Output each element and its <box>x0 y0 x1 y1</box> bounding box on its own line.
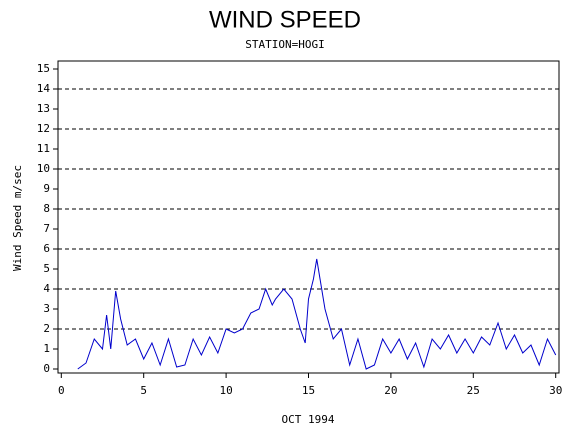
y-axis-label: Wind Speed m/sec <box>11 165 24 271</box>
plot-frame <box>57 60 560 374</box>
x-tick-label: 25 <box>467 384 480 397</box>
y-tick-label: 7 <box>43 222 50 235</box>
y-tick-label: 3 <box>43 302 50 315</box>
y-tick-label: 9 <box>43 182 50 195</box>
x-tick-label: 20 <box>384 384 397 397</box>
y-tick-label: 6 <box>43 242 50 255</box>
x-tick-label: 15 <box>302 384 315 397</box>
y-tick-label: 14 <box>37 82 51 95</box>
y-tick-label: 2 <box>43 322 50 335</box>
x-tick-label: 10 <box>219 384 232 397</box>
y-tick-label: 1 <box>43 342 50 355</box>
y-tick-label: 5 <box>43 262 50 275</box>
y-tick-label: 13 <box>37 102 50 115</box>
chart-subtitle: STATION=HOGI <box>245 38 324 51</box>
x-tick-label: 0 <box>58 384 65 397</box>
data-line <box>77 258 557 370</box>
y-tick-label: 12 <box>37 122 50 135</box>
x-axis-label: OCT 1994 <box>282 413 335 426</box>
x-tick-label: 30 <box>549 384 562 397</box>
y-tick-label: 15 <box>37 62 50 75</box>
y-tick-label: 10 <box>37 162 50 175</box>
chart-title: WIND SPEED <box>209 6 361 33</box>
y-tick-label: 4 <box>43 282 50 295</box>
x-tick-label: 5 <box>140 384 147 397</box>
y-tick-label: 0 <box>43 362 50 375</box>
y-tick-label: 11 <box>37 142 50 155</box>
y-tick-label: 8 <box>43 202 50 215</box>
